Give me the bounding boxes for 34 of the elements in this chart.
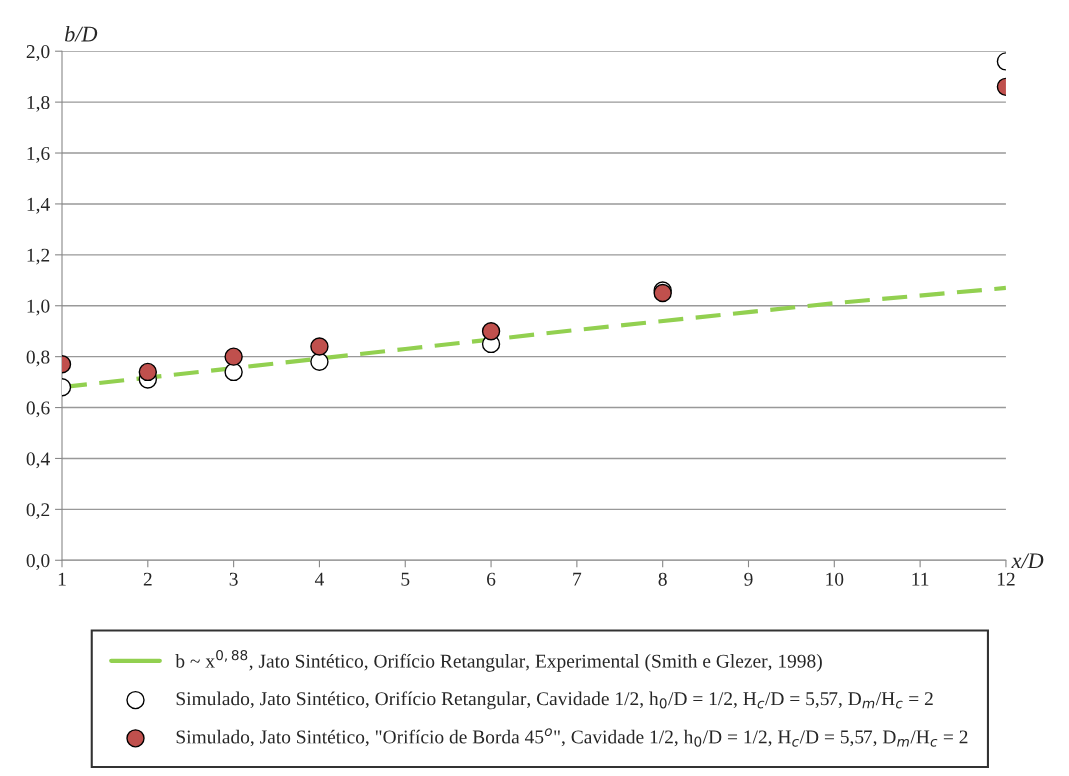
x-axis-title: x/D — [1011, 553, 1044, 569]
point — [481, 321, 501, 341]
x-tick-label: 3 — [229, 572, 238, 586]
point — [310, 337, 329, 356]
text: Simulado, Jato Sintético, Orifício Retangular, Cavidade 1/2, h$_{0}$/D = 1/2, H$_{c}$/D = 5,57, D$_{m}$/H$_{c}$ = 2 — [176, 691, 933, 710]
y-tick-label: 0,8 — [26, 350, 50, 367]
point — [138, 362, 158, 382]
x-tick-label: 6 — [487, 572, 496, 586]
y-tick-label: 0,4 — [26, 452, 50, 469]
x-tick-label: 2 — [143, 572, 152, 586]
x-tick-label: 9 — [744, 572, 753, 586]
x-tick-label: 5 — [401, 572, 410, 586]
y-tick-label: 1,0 — [27, 299, 50, 316]
text: Simulado, Jato Sintético, "Orifício de Borda 45$^{o}$", Cavidade 1/2, h$_{0}$/D = 1/2, H$_{c}$/D = 5,57, D$_{m}$/H$_{c}$ = 2 — [176, 728, 968, 747]
y-axis-title: b/D — [65, 25, 98, 42]
x-tick-label: 12 — [997, 572, 1015, 586]
x-tick-label: 4 — [314, 572, 324, 586]
y-tick-label: 0,6 — [26, 401, 50, 418]
point — [224, 347, 243, 366]
y-tick-label: 0,0 — [26, 554, 50, 571]
x-tick-label: 7 — [573, 572, 582, 586]
y-tick-label: 1,2 — [27, 248, 50, 265]
y-tick-label: 0,2 — [26, 503, 50, 520]
y-tick-label: 1,4 — [27, 197, 50, 214]
y-tick-label: 1,6 — [27, 146, 50, 163]
x-tick-label: 1 — [58, 572, 66, 586]
x-tick-label: 10 — [826, 572, 844, 586]
legend-label: b ~ x$^{0,88}$, Jato Sintético, Orifício Retangular, Experimental (Smith e Glezer, 1998) — [175, 649, 822, 672]
y-tick-label: 2,0 — [26, 45, 50, 61]
y-tick-label: 1,8 — [27, 95, 50, 112]
point — [224, 362, 243, 382]
x-tick-label: 8 — [658, 572, 667, 586]
point — [310, 352, 329, 371]
x-tick-label: 11 — [912, 572, 929, 586]
